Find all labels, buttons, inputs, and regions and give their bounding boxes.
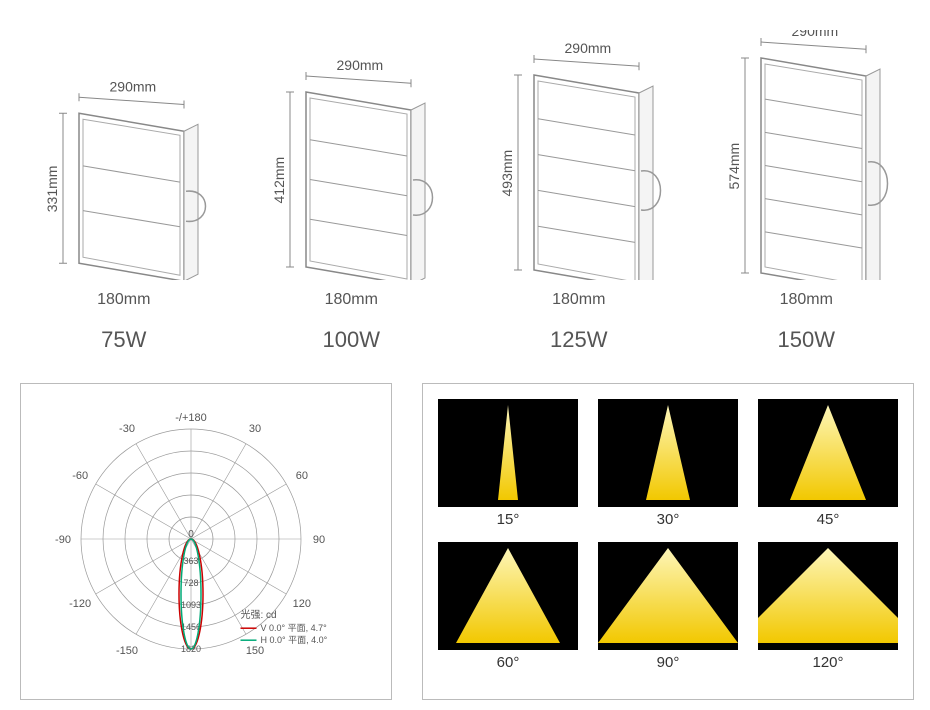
svg-text:V 0.0° 平面, 4.7°: V 0.0° 平面, 4.7° (261, 623, 328, 633)
wattage-label: 100W (323, 327, 380, 353)
product-1: 290mm 412mm 180mm 100W (241, 30, 461, 353)
beam-angle-box: 15° 30° (422, 383, 914, 700)
beam-item-4: 90° (598, 542, 738, 671)
svg-text:90: 90 (313, 534, 325, 546)
svg-text:412mm: 412mm (271, 157, 287, 204)
beam-label: 30° (657, 511, 680, 528)
beam-item-5: 120° (758, 542, 898, 671)
svg-text:1093: 1093 (181, 600, 201, 610)
svg-text:-30: -30 (119, 423, 135, 435)
product-0: 290mm 331mm 180mm 75W (14, 30, 234, 353)
svg-text:290mm: 290mm (792, 30, 839, 39)
beam-tile (758, 542, 898, 650)
svg-text:-60: -60 (72, 470, 88, 482)
svg-text:728: 728 (183, 578, 198, 588)
svg-text:290mm: 290mm (337, 57, 384, 73)
product-drawing: 290mm 412mm (251, 30, 451, 285)
svg-text:-150: -150 (116, 645, 138, 657)
svg-text:290mm: 290mm (109, 78, 156, 94)
beam-tile (598, 399, 738, 507)
depth-label: 180mm (325, 291, 378, 309)
wattage-label: 125W (550, 327, 607, 353)
beam-tile (438, 542, 578, 650)
beam-label: 120° (812, 654, 843, 671)
svg-text:363: 363 (183, 556, 198, 566)
svg-text:331mm: 331mm (44, 166, 60, 213)
polar-chart: -/+180-150150-120120-9090-6060-303003637… (31, 399, 381, 679)
beam-tile (598, 542, 738, 650)
product-dimensions-row: 290mm 331mm 180mm 75W 290mm 412mm 180mm … (0, 0, 930, 373)
svg-text:-/+180: -/+180 (175, 412, 207, 424)
svg-text:-120: -120 (69, 598, 91, 610)
svg-text:-90: -90 (55, 534, 71, 546)
polar-chart-box: -/+180-150150-120120-9090-6060-303003637… (20, 383, 392, 700)
product-drawing: 290mm 331mm (24, 30, 224, 285)
svg-text:30: 30 (249, 423, 261, 435)
depth-label: 180mm (780, 291, 833, 309)
beam-angle-grid: 15° 30° (438, 399, 898, 671)
product-drawing: 290mm 493mm (479, 30, 679, 285)
beam-label: 45° (817, 511, 840, 528)
svg-text:493mm: 493mm (499, 150, 515, 197)
beam-item-3: 60° (438, 542, 578, 671)
beam-tile (438, 399, 578, 507)
beam-label: 15° (497, 511, 520, 528)
product-2: 290mm 493mm 180mm 125W (469, 30, 689, 353)
svg-text:60: 60 (296, 470, 308, 482)
beam-label: 90° (657, 654, 680, 671)
beam-item-0: 15° (438, 399, 578, 528)
beam-label: 60° (497, 654, 520, 671)
product-drawing: 290mm 574mm (706, 30, 906, 285)
svg-text:574mm: 574mm (726, 143, 742, 190)
svg-text:H 0.0° 平面, 4.0°: H 0.0° 平面, 4.0° (261, 635, 328, 645)
charts-row: -/+180-150150-120120-9090-6060-303003637… (0, 373, 930, 710)
depth-label: 180mm (97, 291, 150, 309)
svg-text:光强: cd: 光强: cd (241, 608, 277, 621)
svg-text:290mm: 290mm (564, 40, 611, 56)
depth-label: 180mm (552, 291, 605, 309)
wattage-label: 75W (101, 327, 146, 353)
svg-text:120: 120 (293, 598, 311, 610)
svg-text:150: 150 (246, 645, 264, 657)
beam-tile (758, 399, 898, 507)
beam-item-2: 45° (758, 399, 898, 528)
wattage-label: 150W (778, 327, 835, 353)
beam-item-1: 30° (598, 399, 738, 528)
product-3: 290mm 574mm 180mm 150W (696, 30, 916, 353)
